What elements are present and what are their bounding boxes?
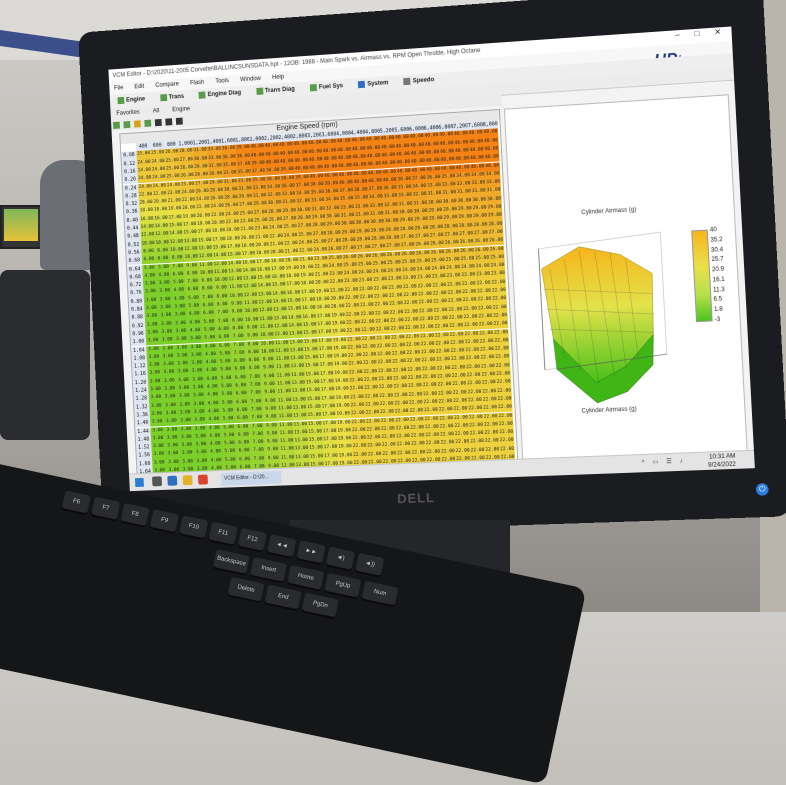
graph-icon[interactable] [134, 120, 141, 127]
menu-window[interactable]: Window [240, 76, 261, 83]
plus-icon[interactable] [165, 118, 172, 125]
clock-date: 9/24/2022 [708, 461, 736, 470]
menu-help[interactable]: Help [272, 74, 284, 81]
toolbar2-favorites[interactable]: Favorites [116, 110, 140, 117]
background-chair [0, 270, 90, 440]
toolbar-trans[interactable]: Trans [158, 94, 184, 102]
folder-icon[interactable] [183, 475, 193, 485]
maximize-button[interactable]: □ [694, 28, 706, 38]
menu-file[interactable]: File [114, 85, 123, 91]
menu-flash[interactable]: Flash [190, 80, 204, 87]
dell-logo: DELL [397, 490, 435, 506]
colorbar-tick: 20.9 [712, 267, 724, 274]
clock[interactable]: 10:31 AM 9/24/2022 [708, 452, 737, 469]
multiply-icon[interactable] [176, 118, 183, 125]
keyboard-key[interactable]: End [265, 585, 302, 610]
close-button[interactable]: ✕ [714, 27, 728, 37]
menu-edit[interactable]: Edit [134, 84, 144, 91]
colorbar-tick: -3 [715, 317, 721, 323]
spark-table-panel: Engine Speed (rpm) 400 600 800 1,000 1,200 1,… [119, 109, 519, 487]
surface-plot-panel: Cylinder Airmass (g) Cylinder A [504, 94, 749, 472]
colorbar-tick: 30.4 [711, 247, 723, 254]
keyboard-key[interactable]: ◄) [326, 547, 355, 570]
colorbar-tick: 40 [710, 227, 717, 233]
monitor: VCM Editor - D:\2020\11-2005 Corvette\BA… [78, 0, 786, 539]
smooth-icon[interactable] [144, 120, 151, 127]
equals-icon[interactable] [155, 119, 162, 126]
engine-icon [117, 97, 124, 104]
keyboard-key[interactable]: F9 [150, 509, 179, 532]
speedo-icon [404, 78, 411, 85]
toolbar-trans-diag[interactable]: Trans Diag [254, 86, 295, 95]
keyboard-key[interactable]: Home [287, 565, 324, 590]
power-icon[interactable]: ⏻ [756, 483, 769, 496]
search-icon[interactable] [152, 476, 162, 486]
toolbar2-all[interactable]: All [153, 108, 160, 114]
toolbar-system[interactable]: System [356, 80, 388, 88]
keyboard-key[interactable]: ►► [297, 540, 326, 563]
keyboard-key[interactable]: F10 [179, 515, 208, 538]
keyboard-key[interactable]: F11 [209, 522, 238, 545]
keyboard-key[interactable]: F8 [120, 503, 149, 526]
colorbar-labels: 40 35.2 30.4 25.7 20.9 16.1 11.3 6.5 1.8 -3 [505, 95, 728, 109]
diag-icon [199, 91, 206, 98]
keyboard-key[interactable]: Insert [250, 557, 287, 582]
screen: VCM Editor - D:\2020\11-2005 Corvette\BA… [108, 26, 754, 491]
system-icon [358, 81, 365, 88]
toolbar-speedo[interactable]: Speedo [402, 77, 435, 85]
keyboard-key[interactable]: F6 [62, 490, 91, 513]
colorbar-tick: 25.7 [711, 257, 723, 264]
colorbar-tick: 6.5 [713, 297, 722, 304]
colorbar-tick: 16.1 [712, 277, 724, 284]
colorbar-tick: 11.3 [713, 287, 725, 294]
taskbar-vcm-editor[interactable]: VCM Editor - D:\20... [221, 471, 282, 486]
colorbar-tick: 1.8 [714, 307, 723, 314]
keyboard-key[interactable]: ◄)) [355, 553, 384, 576]
keyboard-key[interactable]: PgDn [302, 593, 339, 618]
colorbar [691, 230, 712, 323]
keyboard-key[interactable]: Num [362, 581, 399, 606]
paste-icon[interactable] [123, 121, 130, 128]
edge-icon[interactable] [167, 476, 177, 486]
keyboard-key[interactable]: F7 [91, 497, 120, 520]
toolbar-fuel-sys[interactable]: Fuel Sys [308, 83, 343, 91]
minimize-button[interactable]: – [675, 30, 686, 40]
colorbar-tick: 35.2 [710, 237, 722, 244]
menu-compare[interactable]: Compare [155, 81, 179, 88]
gear-icon [160, 94, 167, 101]
toolbar-engine[interactable]: Engine [116, 96, 146, 104]
system-tray[interactable]: ^ ▭ ☰ ♪ [642, 457, 686, 466]
keyboard-key[interactable]: PgUp [324, 573, 361, 598]
background-monitor [0, 205, 42, 249]
surface-plot [517, 210, 701, 421]
windows-start-icon[interactable] [135, 478, 144, 487]
toolbar2-engine[interactable]: Engine [172, 106, 190, 113]
diag-icon [256, 88, 263, 95]
chrome-icon[interactable] [198, 474, 208, 484]
fuel-icon [310, 84, 317, 91]
keyboard-key[interactable]: Backspace [213, 549, 250, 574]
keyboard-key[interactable]: F12 [238, 528, 267, 551]
menu-tools[interactable]: Tools [215, 78, 229, 85]
keyboard-key[interactable]: ◄◄ [267, 534, 296, 557]
toolbar-engine-diag[interactable]: Engine Diag [197, 90, 241, 99]
keyboard-key[interactable]: Delete [227, 577, 264, 602]
copy-icon[interactable] [113, 122, 120, 129]
plot-axis-y [539, 249, 545, 370]
